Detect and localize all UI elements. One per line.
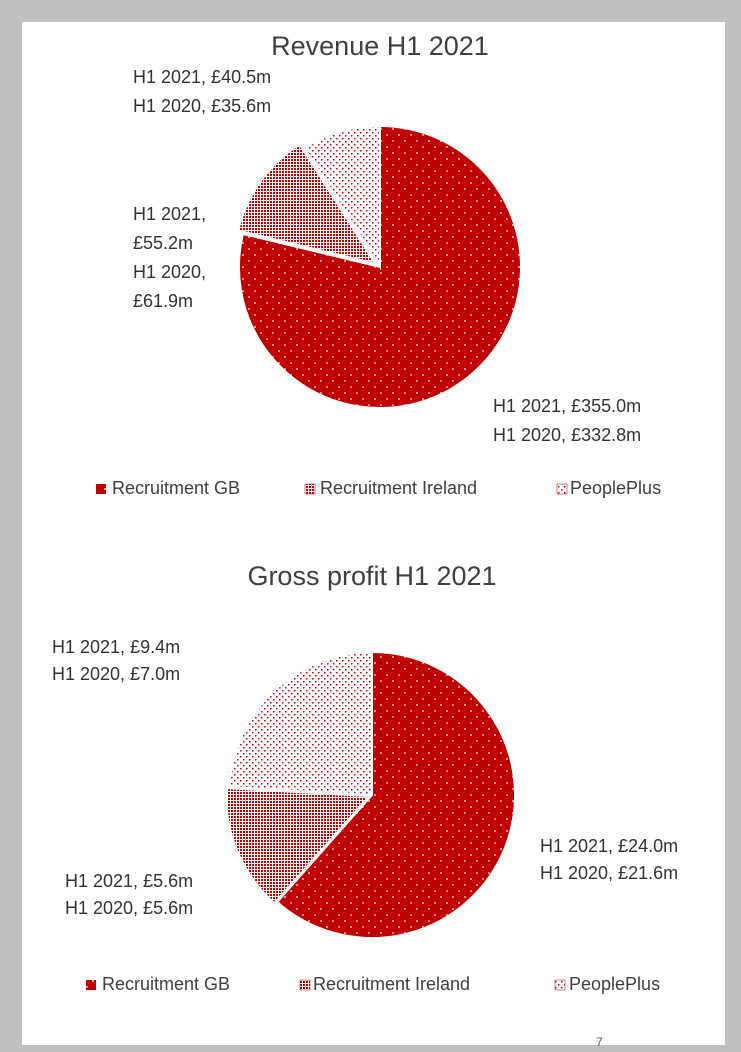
- chart-title: Revenue H1 2021: [271, 31, 489, 61]
- legend-marker: [299, 979, 311, 991]
- data-label: H1 2021, £5.6m H1 2020, £5.6m: [65, 868, 265, 922]
- data-label-line: H1 2020, £5.6m: [65, 898, 194, 918]
- pie-slice: [225, 787, 372, 905]
- data-label-line: H1 2021, £55.2m: [133, 204, 207, 253]
- legend-marker: [304, 483, 316, 495]
- data-label-line: H1 2021, £355.0m: [493, 396, 642, 416]
- legend-label: PeoplePlus: [570, 478, 661, 498]
- data-label-line: H1 2020, £332.8m: [493, 425, 642, 445]
- data-label-line: H1 2020, £21.6m: [540, 863, 679, 883]
- legend-marker: [554, 979, 566, 991]
- pie-slice: [275, 650, 516, 939]
- data-label: H1 2021, £40.5m H1 2020, £35.6m: [133, 63, 353, 121]
- data-label-line: H1 2021, £40.5m: [133, 67, 272, 87]
- legend-marker: [86, 980, 96, 990]
- data-label: H1 2021, £55.2m H1 2020, £61.9m: [133, 200, 233, 316]
- chart-title: Gross profit H1 2021: [247, 561, 496, 591]
- pie-slice: [228, 650, 373, 797]
- legend-label: Recruitment GB: [112, 478, 240, 498]
- legend-marker: [96, 484, 106, 494]
- page-number: 7: [596, 1035, 603, 1049]
- data-label: H1 2021, £24.0m H1 2020, £21.6m: [540, 833, 740, 887]
- data-label-line: H1 2021, £24.0m: [540, 836, 679, 856]
- pie-slice: [303, 124, 381, 271]
- data-label-line: H1 2021, £5.6m: [65, 871, 194, 891]
- pie-slice: [236, 143, 378, 266]
- legend-label: Recruitment GB: [102, 974, 230, 994]
- data-label: H1 2021, £355.0m H1 2020, £332.8m: [493, 392, 693, 450]
- data-label-line: H1 2020, £61.9m: [133, 262, 207, 311]
- legend-label: Recruitment Ireland: [313, 974, 470, 994]
- data-label: H1 2021, £9.4m H1 2020, £7.0m: [52, 634, 252, 688]
- data-label-line: H1 2020, £7.0m: [52, 664, 181, 684]
- data-label-line: H1 2020, £35.6m: [133, 96, 272, 116]
- data-label-line: H1 2021, £9.4m: [52, 637, 181, 657]
- legend-label: PeoplePlus: [569, 974, 660, 994]
- legend-marker: [556, 483, 568, 495]
- legend-label: Recruitment Ireland: [320, 478, 477, 498]
